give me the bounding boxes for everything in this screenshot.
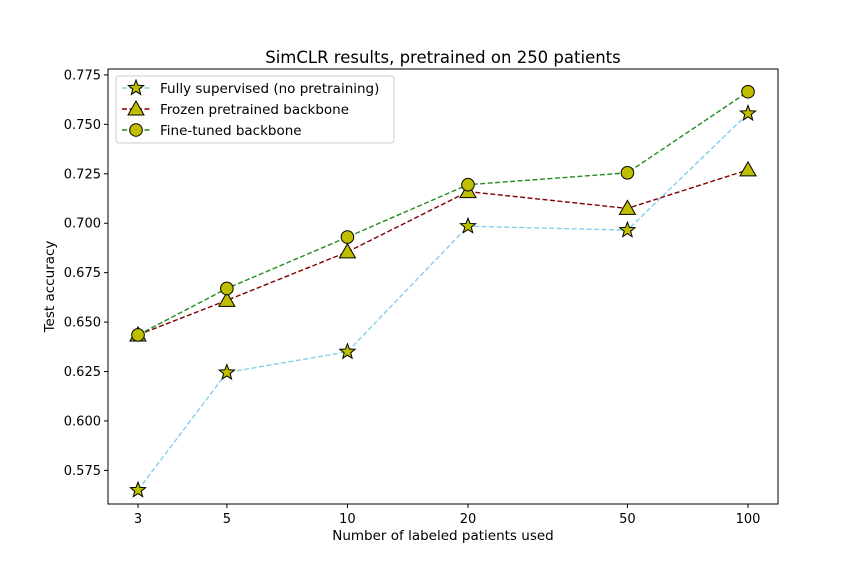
series-markers-circle [131, 84, 755, 342]
data-point [618, 199, 637, 215]
legend-entry: Frozen pretrained backbone [122, 99, 349, 118]
y-tick-label: 0.600 [64, 414, 101, 429]
series-markers-star [129, 104, 757, 498]
x-tick-label: 100 [736, 512, 761, 527]
x-axis-title: Number of labeled patients used [332, 528, 553, 544]
legend-label: Frozen pretrained backbone [160, 102, 349, 118]
data-point [131, 328, 145, 342]
y-axis-title: Test accuracy [42, 241, 58, 334]
legend-label: Fully supervised (no pretraining) [160, 81, 379, 97]
x-tick-label: 3 [134, 512, 142, 527]
y-tick-label: 0.750 [64, 118, 101, 133]
legend-marker [127, 78, 145, 96]
legend: Fully supervised (no pretraining) Frozen … [115, 75, 395, 144]
data-point [739, 104, 757, 122]
y-tick-label: 0.650 [64, 316, 101, 331]
x-tick-label: 50 [619, 512, 636, 527]
plot-frame [107, 68, 779, 505]
series-line [137, 91, 749, 336]
plot-area [129, 84, 757, 498]
data-point [739, 160, 757, 177]
y-tick-label: 0.625 [64, 365, 101, 380]
data-point [461, 177, 475, 192]
series-line [137, 112, 749, 491]
series-triangle [137, 169, 749, 336]
legend-box [115, 75, 395, 144]
legend-label: Fine-tuned backbone [160, 123, 302, 139]
legend-entry: Fully supervised (no pretraining) [122, 78, 379, 97]
legend-marker [127, 99, 145, 116]
data-point [340, 230, 355, 244]
data-point [220, 281, 234, 296]
x-tick-label: 20 [460, 512, 477, 527]
data-point [620, 166, 635, 180]
y-tick-label: 0.775 [64, 68, 101, 83]
data-point [338, 342, 357, 360]
x-tick-label: 5 [223, 512, 231, 527]
y-tick-label: 0.725 [64, 167, 101, 182]
data-point [618, 220, 637, 238]
legend-entry: Fine-tuned backbone [122, 123, 302, 139]
data-point [338, 242, 357, 259]
series-circle [137, 91, 749, 336]
data-point [218, 291, 236, 307]
y-tick-label: 0.675 [64, 266, 101, 281]
data-point [217, 363, 236, 381]
data-point [741, 84, 755, 99]
x-axis: 3 5 10 20 50 100 [134, 504, 761, 527]
series-star [137, 112, 749, 491]
x-tick-label: 10 [339, 512, 356, 527]
data-point [129, 480, 147, 498]
data-point [459, 216, 477, 234]
series-line [137, 169, 749, 336]
legend-marker [129, 123, 143, 137]
y-tick-label: 0.700 [64, 217, 101, 232]
chart-title: SimCLR results, pretrained on 250 patien… [265, 48, 621, 67]
y-axis: 0.575 0.600 0.625 0.650 0.675 0.700 0.725 0.750… [64, 68, 108, 479]
y-tick-label: 0.575 [64, 464, 101, 479]
